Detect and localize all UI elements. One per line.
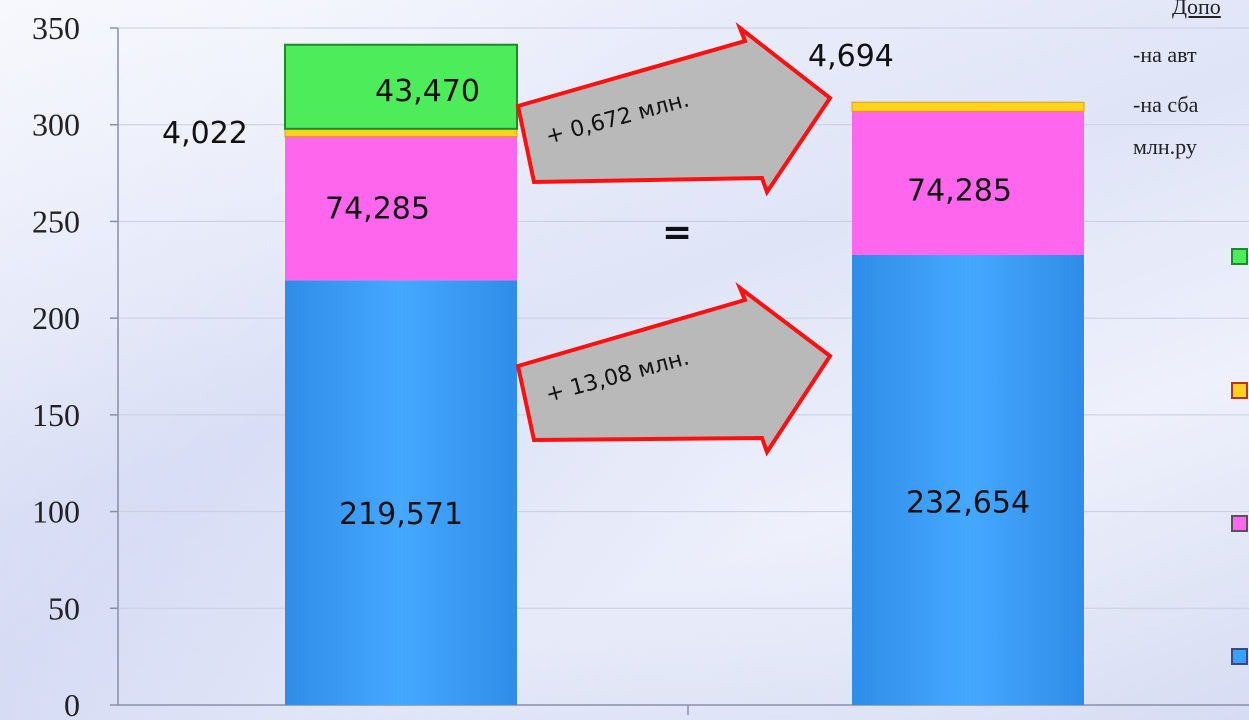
legend-swatch [1231,648,1248,665]
legend-swatch [1231,382,1248,399]
y-tick-label: 300 [32,107,80,143]
y-tick-label: 50 [48,590,80,626]
y-tick-label: 100 [32,494,80,530]
bar-segment [852,111,1084,255]
data-label: 4,694 [808,39,894,74]
y-tick-label: 150 [32,397,80,433]
data-label: 74,285 [907,173,1012,208]
bar-segment [285,280,517,705]
bars: 219,571 74,285 4,022 43,470 232,654 74,285 4,6… [162,39,1085,705]
bar-segment [852,254,1084,705]
y-tick-label: 200 [32,300,80,336]
legend-swatch [1231,248,1248,265]
note-line-1: Допо [1172,0,1221,19]
arrow-bottom: + 13,08 млн. [515,281,833,457]
bar-segment [284,128,518,138]
y-tick-label: 250 [32,203,80,239]
data-label: 232,654 [906,485,1030,520]
y-tick-label: 350 [32,10,80,46]
note-line-3: -на сба [1133,92,1199,117]
bar-segment [285,136,517,281]
equals-sign: = [662,212,692,253]
data-label: 74,285 [325,191,430,226]
arrow-top: + 0,672 млн. [515,22,833,197]
y-tick-label: 0 [64,687,80,720]
bar-segment [284,43,518,130]
legend-swatch [1231,515,1248,532]
data-label: 43,470 [375,74,480,109]
note-line-2: -на авт [1133,42,1197,67]
data-label: 219,571 [339,497,463,532]
bar-segment [851,101,1085,112]
data-label: 4,022 [162,116,248,151]
note-line-4: млн.ру [1133,134,1197,159]
